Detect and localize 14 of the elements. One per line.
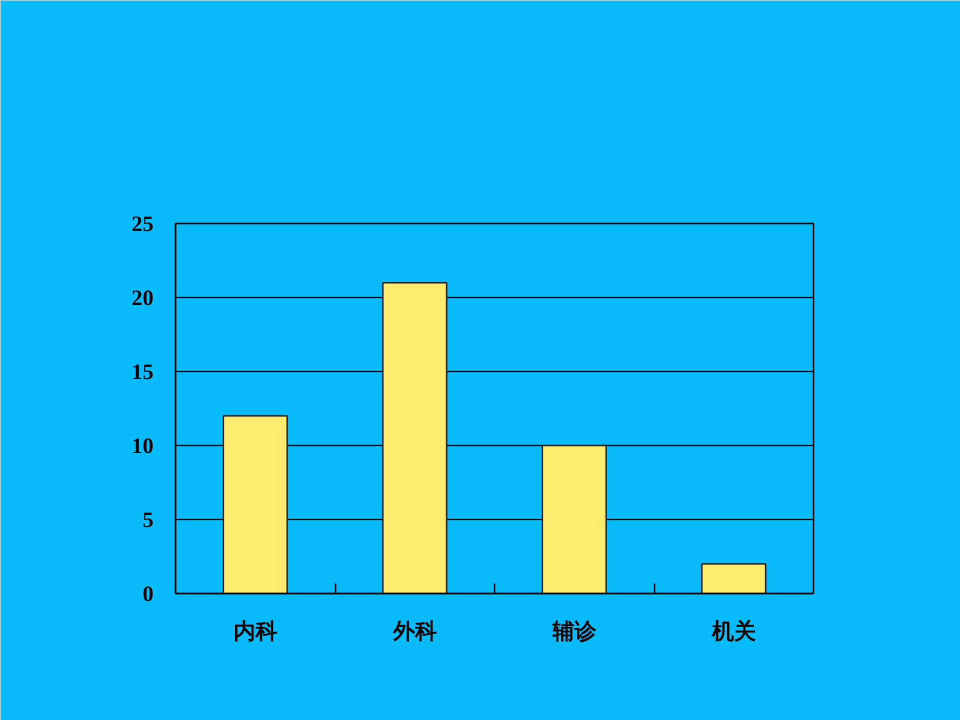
bar [542, 444, 607, 594]
x-tick-label: 内科 [233, 620, 278, 644]
y-tick-label: 20 [132, 285, 154, 310]
y-tick-label: 10 [132, 433, 154, 458]
y-tick-label: 25 [132, 211, 154, 236]
y-tick-label: 5 [142, 507, 154, 532]
y-tick-label: 15 [132, 359, 154, 384]
bar [701, 563, 766, 594]
y-tick-label: 0 [142, 581, 154, 606]
bar [382, 282, 448, 594]
x-tick-label: 外科 [392, 620, 437, 644]
x-tick-label: 辅诊 [551, 620, 598, 644]
x-tick-label: 机关 [710, 620, 756, 644]
bar [222, 415, 288, 594]
